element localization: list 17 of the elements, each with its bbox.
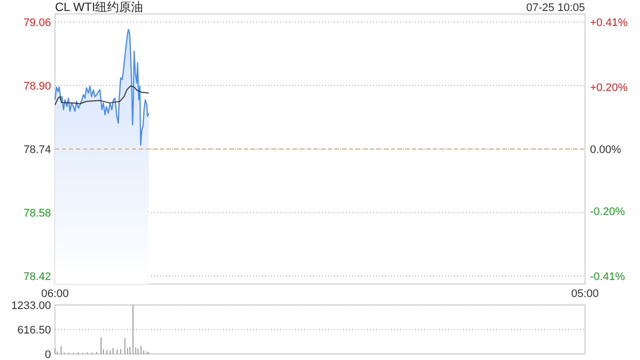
y2-tick-label: -0.41% xyxy=(590,271,626,284)
y2-tick-label: +0.41% xyxy=(590,16,628,29)
x-tick-label: 06:00 xyxy=(41,288,69,300)
y-tick-label: 0 xyxy=(44,349,51,360)
annotation: 07-25 10:05 xyxy=(526,2,585,14)
y-tick-label: 78.90 xyxy=(23,80,51,92)
chart-title: CL WTI纽约原油 xyxy=(55,0,144,14)
y-tick-label: 616.50 xyxy=(17,324,51,336)
y-tick-label: 1233.00 xyxy=(11,300,51,312)
x-tick-label: 05:00 xyxy=(571,288,599,300)
y-tick-label: 79.06 xyxy=(23,16,51,29)
y2-tick-label: -0.20% xyxy=(590,206,626,218)
y-tick-label: 78.42 xyxy=(23,271,51,284)
y-tick-label: 78.74 xyxy=(23,144,51,156)
y2-tick-label: 0.00% xyxy=(590,144,622,156)
y-tick-label: 78.58 xyxy=(23,208,51,220)
y2-tick-label: +0.20% xyxy=(590,82,628,94)
